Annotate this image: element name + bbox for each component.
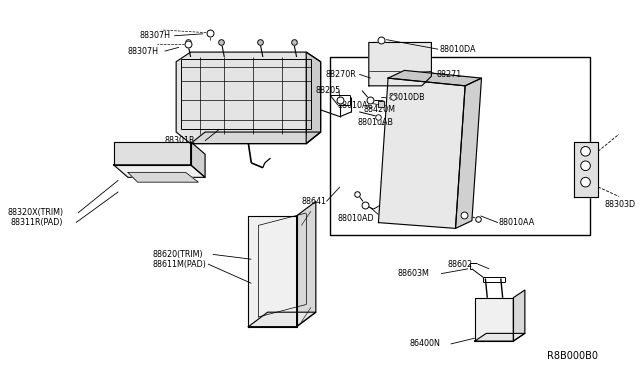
Polygon shape bbox=[306, 52, 321, 144]
Text: 88620(TRIM): 88620(TRIM) bbox=[152, 250, 203, 259]
Polygon shape bbox=[248, 312, 316, 327]
Polygon shape bbox=[113, 165, 205, 177]
Text: 88270R: 88270R bbox=[326, 70, 356, 79]
Polygon shape bbox=[378, 78, 465, 228]
Polygon shape bbox=[456, 78, 481, 228]
Text: 88320X(TRIM): 88320X(TRIM) bbox=[8, 208, 64, 218]
Circle shape bbox=[580, 147, 590, 156]
Polygon shape bbox=[113, 142, 191, 165]
Circle shape bbox=[580, 177, 590, 187]
Polygon shape bbox=[475, 333, 525, 341]
Polygon shape bbox=[191, 132, 321, 144]
Text: 86400N: 86400N bbox=[409, 340, 440, 349]
Polygon shape bbox=[191, 142, 205, 177]
Bar bbox=[330, 57, 590, 235]
Text: R8B000B0: R8B000B0 bbox=[547, 350, 598, 360]
Text: 88010AA: 88010AA bbox=[499, 218, 535, 227]
Polygon shape bbox=[574, 142, 598, 196]
Text: 88010AB: 88010AB bbox=[357, 118, 393, 127]
Polygon shape bbox=[388, 70, 481, 86]
Polygon shape bbox=[176, 52, 321, 144]
Text: 88307H: 88307H bbox=[140, 31, 170, 40]
Polygon shape bbox=[475, 298, 513, 341]
Text: 88611M(PAD): 88611M(PAD) bbox=[152, 260, 206, 269]
Text: 88311R(PAD): 88311R(PAD) bbox=[10, 218, 63, 227]
Polygon shape bbox=[248, 216, 296, 327]
Polygon shape bbox=[369, 42, 431, 86]
Text: 88301R: 88301R bbox=[164, 136, 195, 145]
Text: 88303D: 88303D bbox=[605, 200, 636, 209]
Text: 88602: 88602 bbox=[448, 260, 473, 269]
Text: 88420M: 88420M bbox=[364, 105, 396, 115]
Polygon shape bbox=[128, 173, 198, 182]
Text: 88641: 88641 bbox=[301, 197, 326, 206]
Polygon shape bbox=[513, 290, 525, 341]
Text: 88010AD: 88010AD bbox=[338, 214, 374, 223]
Text: 88010DB: 88010DB bbox=[388, 93, 425, 102]
Text: 88205: 88205 bbox=[316, 86, 341, 95]
Text: 88010AC: 88010AC bbox=[338, 100, 374, 110]
Text: 88307H: 88307H bbox=[128, 46, 159, 56]
Polygon shape bbox=[296, 201, 316, 327]
Text: 88271: 88271 bbox=[436, 70, 461, 79]
Text: 88010DA: 88010DA bbox=[439, 45, 476, 54]
Text: 88603M: 88603M bbox=[397, 269, 429, 278]
Circle shape bbox=[580, 161, 590, 171]
